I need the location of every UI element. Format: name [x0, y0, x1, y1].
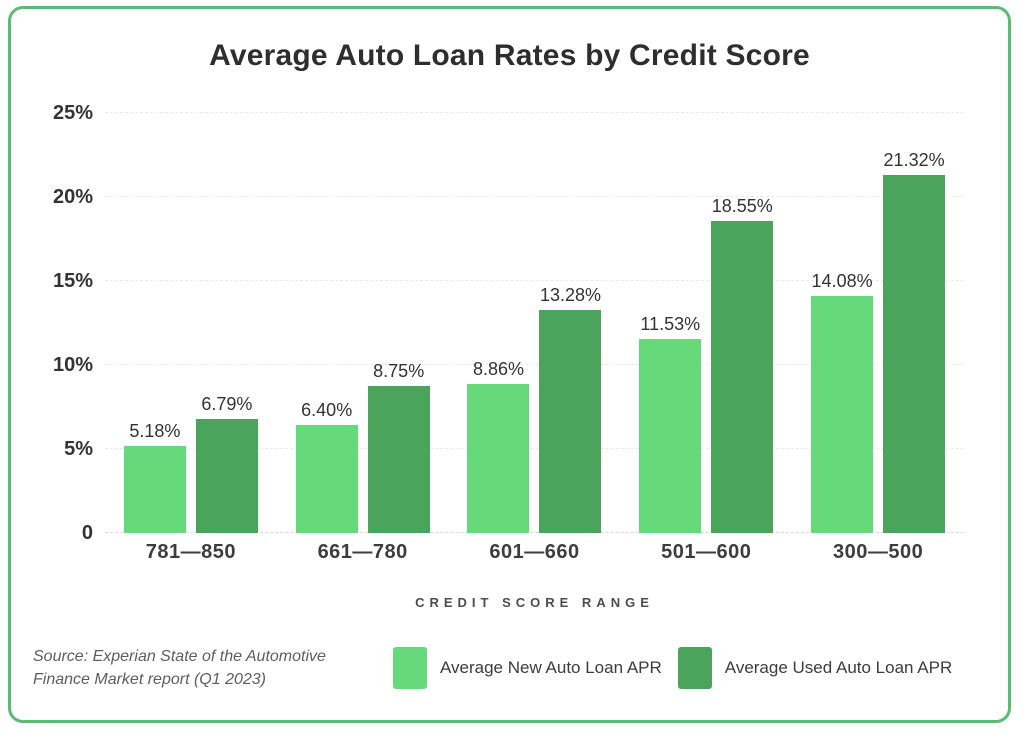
bar-value-label: 21.32%: [883, 149, 945, 170]
chart-footer: Source: Experian State of the Automotive…: [11, 645, 1008, 691]
bar-column: 6.40%: [295, 113, 358, 533]
bar-column: 8.75%: [367, 113, 430, 533]
gridline: [105, 280, 964, 281]
x-axis-tick-labels: 781—850 661—780 601—660 501—600 300—500: [105, 541, 964, 564]
y-tick-label: 25%: [52, 102, 93, 124]
bar-column: 6.79%: [195, 113, 258, 533]
gridline: [105, 448, 964, 449]
bar-value-label: 5.18%: [129, 420, 181, 441]
bar-group: 8.86% 13.28%: [449, 113, 621, 533]
bar-column: 8.86%: [467, 113, 530, 533]
source-note-line-1: Source: Experian State of the Automotive: [33, 648, 326, 665]
bar-value-label: 6.40%: [301, 400, 353, 421]
source-note: Source: Experian State of the Automotive…: [33, 645, 335, 691]
bar-group: 11.53% 18.55%: [620, 113, 792, 533]
y-tick-label: 5%: [64, 438, 93, 460]
bar-value-label: 18.55%: [711, 196, 773, 217]
bar: [711, 221, 774, 533]
bar-value-label: 13.28%: [539, 284, 602, 305]
bar-column: 21.32%: [883, 113, 946, 533]
bar: [123, 445, 186, 533]
legend-swatch: [393, 647, 427, 690]
bar-column: 5.18%: [123, 113, 186, 533]
bar-group: 6.40% 8.75%: [277, 113, 449, 533]
legend-label: Average Used Auto Loan APR: [724, 658, 953, 678]
gridline: [105, 112, 964, 113]
legend-label: Average New Auto Loan APR: [440, 658, 662, 678]
bar: [639, 339, 702, 533]
x-tick-label: 661—780: [317, 541, 408, 563]
y-tick-label: 10%: [52, 354, 93, 376]
gridline: [105, 364, 964, 365]
bar: [195, 418, 258, 533]
x-axis-title: CREDIT SCORE RANGE: [415, 595, 654, 610]
bar-column: 14.08%: [811, 113, 874, 533]
bar: [811, 296, 874, 533]
x-tick-label: 781—850: [145, 541, 237, 563]
legend-swatch: [677, 647, 712, 690]
y-axis-tick-labels: 0 5% 10% 15% 20% 25%: [13, 103, 93, 543]
bar: [539, 309, 602, 533]
gridline: [105, 196, 964, 197]
bar-column: 18.55%: [711, 113, 774, 533]
bar-value-label: 6.79%: [201, 393, 253, 414]
bar: [467, 384, 530, 533]
y-tick-label: 15%: [52, 270, 93, 292]
bar-group: 5.18% 6.79%: [105, 113, 277, 533]
legend-item: Average New Auto Loan APR: [393, 647, 662, 690]
plot-area: 0 5% 10% 15% 20% 25% 5.18% 6.79% 6.40% 8.75% 8.86…: [53, 103, 964, 543]
chart-card: Average Auto Loan Rates by Credit Score …: [8, 6, 1011, 723]
bar-value-label: 8.75%: [373, 361, 425, 381]
gridline: [105, 532, 964, 533]
bar-column: 11.53%: [639, 113, 702, 533]
bar: [295, 425, 358, 533]
y-tick-label: 0: [81, 522, 93, 544]
x-tick-label: 601—660: [489, 541, 580, 563]
bar: [367, 386, 430, 533]
bar-groups: 5.18% 6.79% 6.40% 8.75% 8.86% 13.28% 11.53% 18.…: [105, 113, 964, 533]
x-tick-label: 501—600: [661, 541, 752, 563]
chart-legend: Average New Auto Loan APR Average Used Au…: [393, 647, 953, 690]
bar-value-label: 14.08%: [811, 271, 873, 292]
bar-value-label: 11.53%: [640, 314, 701, 335]
x-tick-label: 300—500: [832, 541, 924, 563]
bar: [883, 174, 946, 533]
source-note-line-2: Finance Market report (Q1 2023): [33, 671, 266, 689]
chart-title: Average Auto Loan Rates by Credit Score: [209, 39, 810, 72]
bar-group: 14.08% 21.32%: [792, 113, 964, 533]
legend-item: Average Used Auto Loan APR: [677, 647, 953, 690]
bar-column: 13.28%: [539, 113, 602, 533]
y-tick-label: 20%: [52, 186, 93, 208]
bar-value-label: 8.86%: [472, 359, 524, 380]
